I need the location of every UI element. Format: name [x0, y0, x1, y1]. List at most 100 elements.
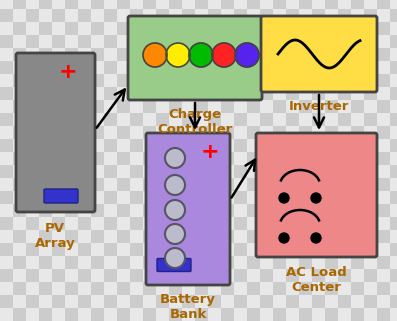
Bar	[273, 295, 286, 308]
Bar	[13, 165, 26, 178]
Bar	[364, 126, 377, 139]
Bar	[13, 0, 26, 9]
Bar	[221, 256, 234, 269]
Bar	[143, 126, 156, 139]
Bar	[104, 48, 117, 61]
Bar	[39, 35, 52, 48]
Bar	[221, 217, 234, 230]
Bar	[299, 295, 312, 308]
Bar	[130, 100, 143, 113]
Bar	[325, 243, 338, 256]
Bar	[247, 48, 260, 61]
Bar	[221, 139, 234, 152]
Bar	[169, 152, 182, 165]
FancyBboxPatch shape	[157, 258, 191, 272]
Bar	[169, 295, 182, 308]
Bar	[286, 269, 299, 282]
Bar	[221, 230, 234, 243]
Bar	[104, 9, 117, 22]
Bar	[91, 22, 104, 35]
Bar	[260, 230, 273, 243]
Bar	[143, 100, 156, 113]
Bar	[221, 100, 234, 113]
Bar	[13, 269, 26, 282]
Bar	[13, 295, 26, 308]
Bar	[208, 0, 221, 9]
Bar	[234, 22, 247, 35]
Bar	[208, 269, 221, 282]
Bar	[364, 100, 377, 113]
Bar	[130, 0, 143, 9]
Bar	[312, 113, 325, 126]
Bar	[130, 35, 143, 48]
Bar	[247, 308, 260, 321]
Bar	[130, 9, 143, 22]
Bar	[130, 152, 143, 165]
Bar	[65, 87, 78, 100]
Bar	[65, 74, 78, 87]
Bar	[390, 113, 397, 126]
Bar	[390, 165, 397, 178]
Bar	[208, 22, 221, 35]
Bar	[195, 295, 208, 308]
Bar	[182, 87, 195, 100]
Bar	[65, 48, 78, 61]
Bar	[390, 243, 397, 256]
Bar	[338, 87, 351, 100]
Bar	[299, 48, 312, 61]
Bar	[104, 126, 117, 139]
Bar	[13, 152, 26, 165]
Bar	[234, 100, 247, 113]
Bar	[390, 230, 397, 243]
Bar	[143, 243, 156, 256]
Bar	[247, 139, 260, 152]
Bar	[156, 308, 169, 321]
Circle shape	[189, 43, 213, 67]
Bar	[104, 191, 117, 204]
Bar	[39, 74, 52, 87]
Bar	[117, 100, 130, 113]
Bar	[78, 87, 91, 100]
Bar	[208, 217, 221, 230]
Bar	[143, 152, 156, 165]
Bar	[104, 204, 117, 217]
Bar	[13, 61, 26, 74]
Circle shape	[165, 248, 185, 268]
Bar	[247, 230, 260, 243]
Bar	[169, 126, 182, 139]
Bar	[117, 243, 130, 256]
Bar	[52, 191, 65, 204]
Bar	[234, 230, 247, 243]
Bar	[39, 87, 52, 100]
Bar	[143, 74, 156, 87]
Bar	[234, 126, 247, 139]
Bar	[390, 217, 397, 230]
Bar	[130, 217, 143, 230]
Bar	[78, 113, 91, 126]
Bar	[364, 308, 377, 321]
Bar	[52, 282, 65, 295]
Bar	[364, 152, 377, 165]
Bar	[26, 35, 39, 48]
Bar	[26, 48, 39, 61]
Bar	[286, 152, 299, 165]
Bar	[221, 269, 234, 282]
Bar	[117, 87, 130, 100]
Bar	[247, 282, 260, 295]
Bar	[247, 178, 260, 191]
Bar	[377, 100, 390, 113]
Bar	[156, 269, 169, 282]
Bar	[338, 113, 351, 126]
Bar	[182, 152, 195, 165]
Bar	[143, 282, 156, 295]
Bar	[390, 152, 397, 165]
Bar	[156, 191, 169, 204]
Bar	[195, 35, 208, 48]
FancyBboxPatch shape	[261, 16, 377, 92]
Bar	[247, 295, 260, 308]
Bar	[247, 74, 260, 87]
Bar	[117, 191, 130, 204]
Bar	[351, 152, 364, 165]
Bar	[351, 22, 364, 35]
Bar	[52, 295, 65, 308]
